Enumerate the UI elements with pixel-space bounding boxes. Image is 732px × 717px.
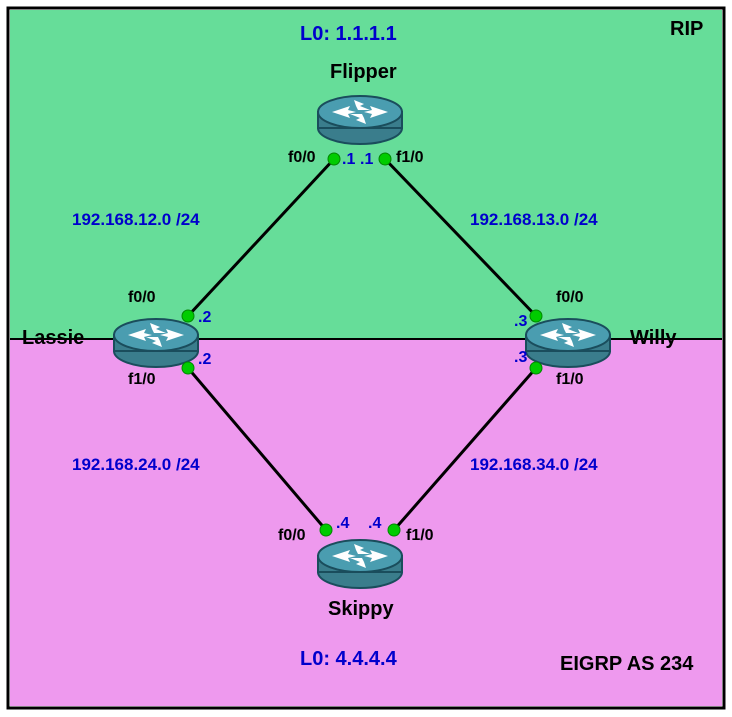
router-flipper — [318, 96, 402, 144]
router-name-willy: Willy — [630, 327, 677, 349]
router-willy — [526, 319, 610, 367]
host-octet-label: .2 — [198, 351, 211, 368]
interface-label: f0/0 — [288, 149, 316, 166]
host-octet-label: .1 — [342, 151, 355, 168]
subnet-label: 192.168.34.0 /24 — [470, 455, 598, 474]
interface-dot — [182, 362, 194, 374]
host-octet-label: .3 — [514, 313, 527, 330]
router-name-skippy: Skippy — [328, 598, 394, 620]
router-lassie — [114, 319, 198, 367]
subnet-label: 192.168.24.0 /24 — [72, 455, 200, 474]
host-octet-label: .3 — [514, 349, 527, 366]
interface-label: f1/0 — [396, 149, 424, 166]
loopback-skippy: L0: 4.4.4.4 — [300, 648, 398, 670]
interface-label: f1/0 — [128, 371, 156, 388]
interface-dot — [530, 362, 542, 374]
interface-dot — [328, 153, 340, 165]
host-octet-label: .1 — [360, 151, 373, 168]
subnet-label: 192.168.12.0 /24 — [72, 210, 200, 229]
region-label-rip: RIP — [670, 18, 703, 40]
host-octet-label: .4 — [368, 515, 381, 532]
interface-label: f0/0 — [278, 527, 306, 544]
loopback-flipper: L0: 1.1.1.1 — [300, 23, 397, 45]
host-octet-label: .4 — [336, 515, 349, 532]
interface-label: f1/0 — [406, 527, 434, 544]
interface-label: f0/0 — [556, 289, 584, 306]
interface-dot — [388, 524, 400, 536]
region-rip — [10, 10, 722, 339]
region-label-eigrp: EIGRP AS 234 — [560, 653, 694, 675]
diagram-svg: RIP EIGRP AS 234 192.168.12.0 /24 192.168… — [0, 0, 732, 717]
router-skippy — [318, 540, 402, 588]
router-name-flipper: Flipper — [330, 61, 397, 83]
router-name-lassie: Lassie — [22, 327, 84, 349]
interface-dot — [182, 310, 194, 322]
interface-dot — [379, 153, 391, 165]
network-diagram: RIP EIGRP AS 234 192.168.12.0 /24 192.168… — [0, 0, 732, 717]
interface-label: f1/0 — [556, 371, 584, 388]
host-octet-label: .2 — [198, 309, 211, 326]
interface-dot — [530, 310, 542, 322]
interface-label: f0/0 — [128, 289, 156, 306]
interface-dot — [320, 524, 332, 536]
subnet-label: 192.168.13.0 /24 — [470, 210, 598, 229]
